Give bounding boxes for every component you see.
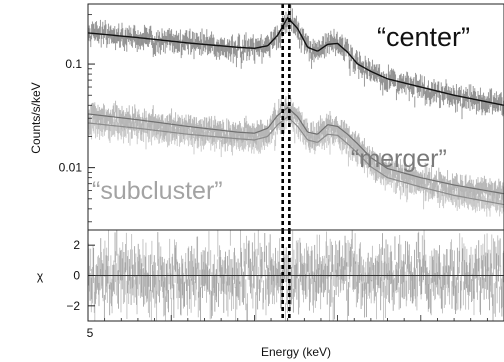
- merger-label: “merger”: [351, 145, 447, 173]
- chi-tick-label: 2: [73, 238, 80, 252]
- spectrum-data-points: [88, 4, 504, 217]
- chi-tick-label: 0: [73, 269, 80, 283]
- residual-x-ticks: 5: [87, 315, 504, 340]
- y-tick-label: 0.01: [59, 161, 83, 175]
- series-center-data: [88, 4, 504, 120]
- y-axis-label: Counts/s/keV: [29, 82, 43, 153]
- spectrum-y-ticks: 0.1 0.01: [59, 14, 95, 223]
- series-merger-model: [88, 106, 504, 195]
- residual-data-points: [88, 230, 504, 321]
- chi-axis-label: χ: [37, 269, 44, 283]
- residual-panel: 2 0 −2 5 χ Energy (keV): [37, 229, 504, 359]
- x-axis-label: Energy (keV): [261, 345, 331, 359]
- subcluster-label: “subcluster”: [92, 177, 223, 205]
- spectrum-line-markers: [281, 4, 291, 230]
- center-label: “center”: [377, 22, 470, 52]
- series-subcluster-model: [88, 115, 504, 206]
- series-center-model: [88, 16, 504, 106]
- spectrum-model-curves: [88, 16, 504, 206]
- y-tick-label: 0.1: [65, 57, 82, 71]
- spectrum-panel: 0.1 0.01 Counts/s/keV “center” “merger” “…: [29, 3, 504, 231]
- residual-y-ticks: 2 0 −2: [66, 238, 95, 313]
- chi-tick-label: −2: [66, 299, 80, 313]
- x-tick-label: 5: [87, 326, 94, 340]
